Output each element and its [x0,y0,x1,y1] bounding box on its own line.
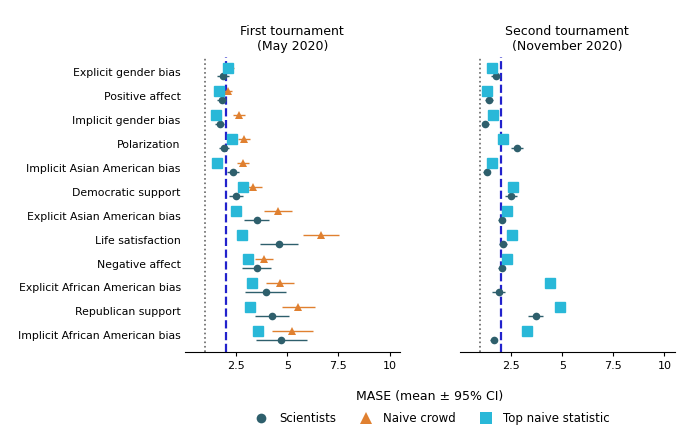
Text: Republican support: Republican support [75,308,181,317]
Text: Implicit Asian American bias: Implicit Asian American bias [26,164,181,174]
Legend: Scientists, Naive crowd, Top naive statistic: Scientists, Naive crowd, Top naive stati… [245,407,614,430]
Text: Polarization: Polarization [117,139,181,150]
Text: Implicit African American bias: Implicit African American bias [18,331,181,341]
Title: First tournament
(May 2020): First tournament (May 2020) [240,25,345,53]
Text: Implicit gender bias: Implicit gender bias [73,116,181,126]
Text: Life satisfaction: Life satisfaction [95,235,181,246]
Title: Second tournament
(November 2020): Second tournament (November 2020) [506,25,630,53]
Text: Explicit gender bias: Explicit gender bias [73,68,181,78]
Text: Positive affect: Positive affect [104,92,181,102]
Text: Democratic support: Democratic support [73,187,181,198]
Text: MASE (mean ± 95% CI): MASE (mean ± 95% CI) [356,389,503,403]
Text: Explicit African American bias: Explicit African American bias [18,283,181,293]
Text: Explicit Asian American bias: Explicit Asian American bias [27,212,181,222]
Text: Negative affect: Negative affect [97,260,181,270]
